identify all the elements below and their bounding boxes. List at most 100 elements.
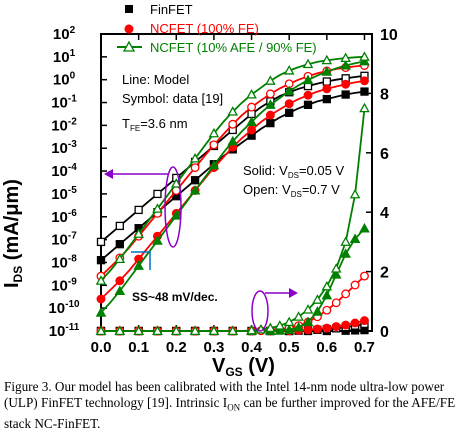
x-axis-title: VGS (V) — [212, 355, 275, 376]
x-tick-label: 0.1 — [128, 339, 149, 356]
data-point-triangle — [170, 210, 182, 220]
right-ellipse — [251, 290, 269, 332]
data-point-square — [285, 108, 294, 117]
data-point-square — [134, 205, 143, 215]
y-left-tick-label: 102 — [53, 25, 76, 43]
y-right-tick-label: 8 — [380, 86, 389, 103]
ss-triangle — [131, 251, 151, 270]
y-left-tick-label: 10-8 — [51, 253, 77, 271]
data-point-circle — [322, 323, 332, 333]
y-left-tick-label: 101 — [53, 48, 76, 66]
series-line — [101, 227, 366, 332]
data-point-square — [266, 118, 275, 128]
data-point-circle — [322, 305, 332, 315]
data-point-circle — [303, 325, 313, 335]
y-left-tick-label: 10-3 — [51, 139, 77, 157]
legend-marker-square — [125, 5, 133, 13]
data-point-circle — [96, 294, 106, 304]
legend-label: NCFET (10% AFE / 90% FE) — [150, 40, 317, 55]
series-layer — [95, 51, 370, 336]
x-title-sub: GS — [225, 365, 242, 376]
y-left-tick-label: 10-2 — [51, 116, 77, 134]
data-point-circle — [115, 276, 125, 286]
data-point-square — [341, 90, 350, 99]
data-point-triangle — [152, 203, 163, 213]
data-point-triangle — [227, 325, 239, 336]
data-point-triangle — [283, 65, 295, 75]
data-point-circle — [341, 320, 351, 330]
data-point-triangle — [170, 178, 182, 188]
data-point-circle — [190, 163, 200, 173]
series-10 — [95, 222, 370, 336]
data-point-square — [322, 94, 331, 104]
y-left-tick-label: 10-9 — [51, 276, 77, 294]
data-point-triangle — [359, 55, 370, 66]
data-point-triangle — [265, 75, 276, 85]
data-point-triangle — [114, 325, 126, 336]
annotation-tfe: TFE=3.6 nm — [122, 116, 188, 133]
data-point-triangle — [359, 222, 370, 233]
series-11 — [95, 102, 370, 336]
y-left-tick-label: 10-11 — [49, 322, 80, 340]
data-point-triangle — [359, 51, 370, 61]
data-point-triangle — [114, 285, 126, 296]
legend-entry-ncfet-afe: NCFET (10% AFE / 90% FE) — [117, 40, 317, 55]
series-5 — [95, 51, 370, 285]
x-tick-label: 0.6 — [316, 339, 337, 356]
open-sub: DS — [291, 190, 302, 199]
data-point-triangle — [133, 260, 144, 270]
left-ellipse — [164, 166, 182, 248]
data-point-triangle — [302, 74, 314, 85]
x-title-main: V — [212, 355, 226, 376]
data-point-square — [96, 256, 106, 265]
data-point-triangle — [246, 324, 257, 335]
data-point-triangle — [340, 236, 351, 246]
right-axis-indicator — [251, 288, 298, 332]
data-point-circle — [322, 84, 332, 94]
data-point-circle — [331, 322, 341, 331]
data-point-triangle — [283, 85, 295, 96]
data-point-triangle — [283, 316, 295, 327]
data-point-circle — [350, 318, 360, 328]
data-point-triangle — [227, 135, 239, 146]
annotation-solid: Solid: VDS=0.05 V — [243, 163, 344, 180]
x-tick-label: 0.4 — [241, 339, 263, 356]
data-point-triangle — [349, 233, 361, 243]
x-tick-label: 0.7 — [354, 339, 375, 356]
data-point-square — [96, 237, 106, 247]
annotation-line-model: Line: Model — [122, 72, 189, 87]
data-point-triangle — [170, 325, 182, 336]
data-point-triangle — [321, 280, 333, 291]
data-point-triangle — [189, 184, 201, 195]
right-arrow-head — [289, 288, 298, 298]
series-4 — [95, 55, 370, 317]
data-point-triangle — [274, 320, 286, 330]
ss-indicator: SS~48 mV/dec. — [131, 251, 218, 304]
data-point-triangle — [227, 106, 239, 116]
data-point-triangle — [302, 58, 314, 69]
y-left-tick-label: 10-4 — [51, 162, 77, 180]
caption-text-2: can be further improved for the AFE/FE s… — [4, 395, 456, 431]
data-point-triangle — [189, 152, 201, 163]
data-point-triangle — [246, 116, 257, 126]
data-point-triangle — [302, 316, 314, 327]
caption-text-1: Figure 3. Our model has been calibrated … — [4, 379, 445, 410]
data-point-circle — [341, 289, 351, 299]
tfe-sub: FE — [130, 124, 140, 133]
x-title-unit: (V) — [243, 355, 275, 376]
x-tick-label: 0.5 — [279, 339, 300, 356]
data-point-triangle — [312, 306, 323, 316]
data-point-square — [115, 240, 124, 249]
solid-val: =0.05 V — [299, 163, 345, 178]
data-point-triangle — [349, 188, 361, 199]
data-point-square — [190, 176, 200, 185]
y-title-unit: (mA/μm) — [1, 179, 23, 266]
data-point-triangle — [359, 102, 370, 113]
data-point-triangle — [95, 307, 107, 317]
data-point-square — [322, 77, 331, 86]
y-title-sub: DS — [11, 266, 25, 283]
y-left-tick-label: 10-1 — [51, 94, 77, 112]
legend-marker-triangle — [122, 40, 136, 52]
y-left-tick-label: 100 — [53, 71, 76, 89]
data-point-triangle — [321, 66, 333, 76]
